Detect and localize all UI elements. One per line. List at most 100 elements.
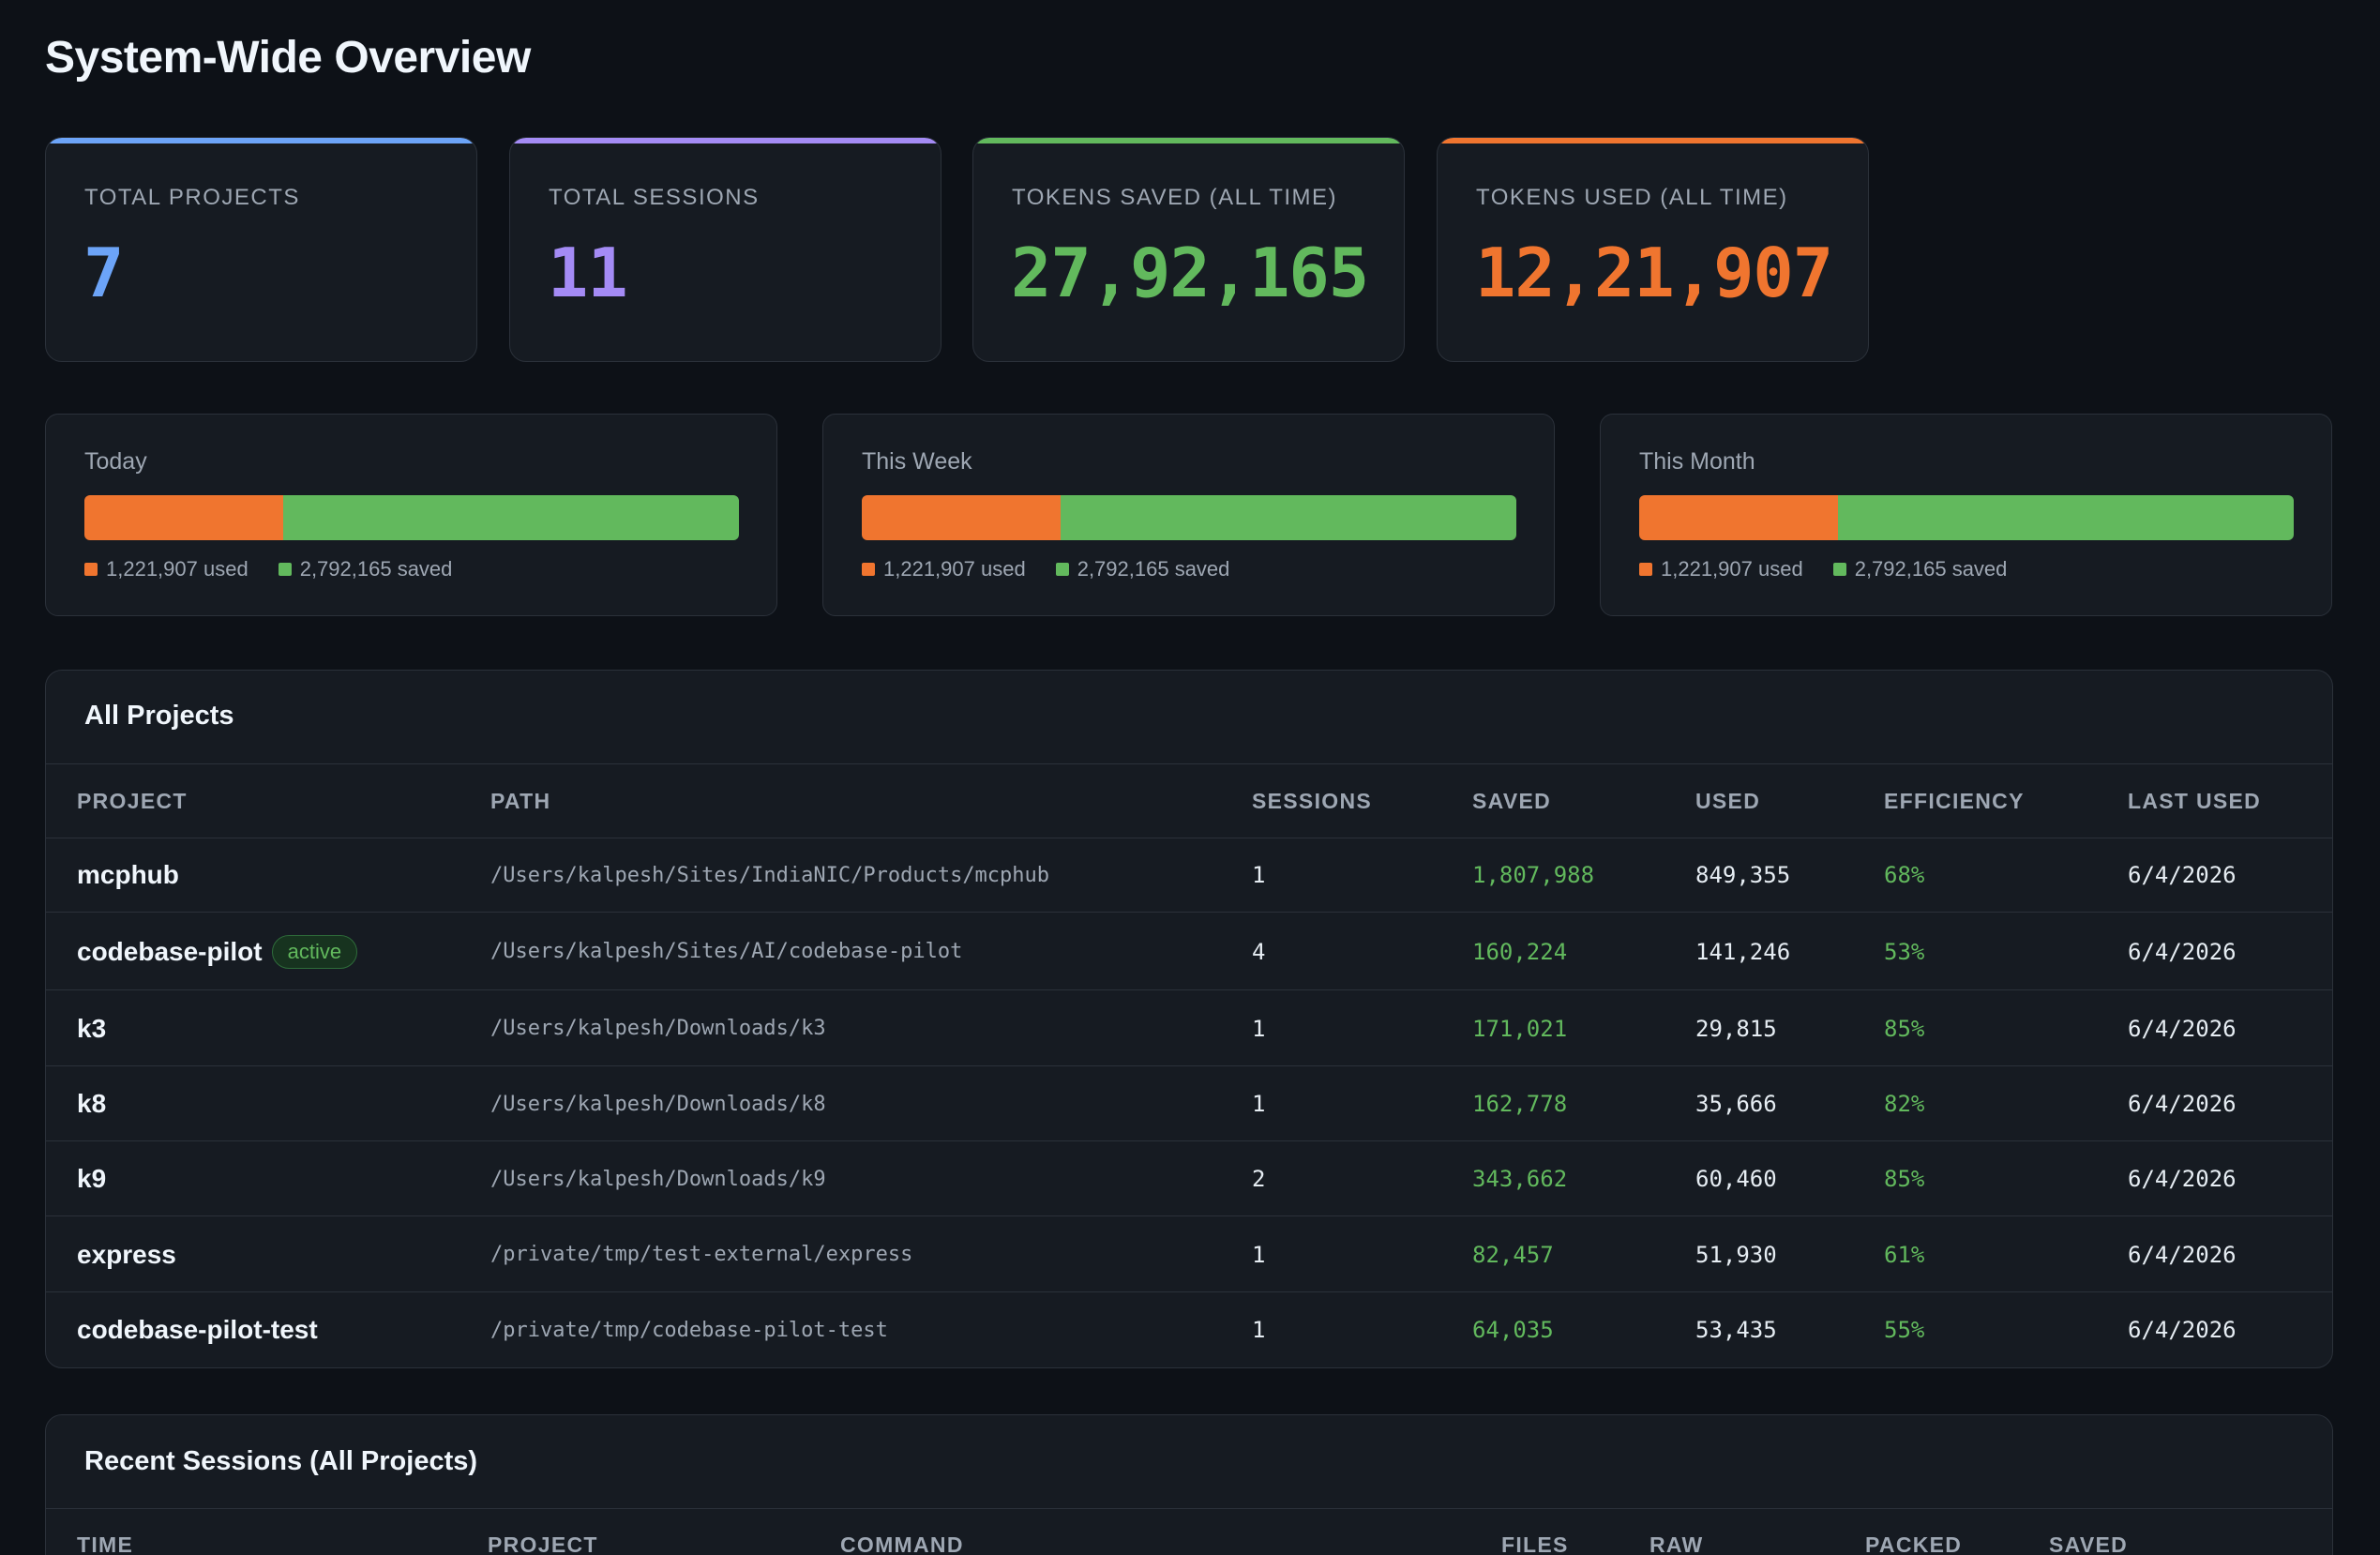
table-row[interactable]: mcphub/Users/kalpesh/Sites/IndiaNIC/Prod… [46, 838, 2332, 913]
legend-used-text: 1,221,907 used [1661, 557, 1803, 581]
usage-bar-used [84, 495, 284, 540]
project-sessions-text: 1 [1252, 1015, 1266, 1042]
project-sessions: 1 [1252, 1216, 1265, 1292]
row-divider [46, 1065, 2332, 1066]
table-row[interactable]: express/private/tmp/test-external/expres… [46, 1216, 2332, 1292]
project-efficiency: 82% [1884, 1066, 1924, 1141]
page-title: System-Wide Overview [45, 33, 531, 83]
table-row[interactable]: k3/Users/kalpesh/Downloads/k3 1 171,021 29,… [46, 990, 2332, 1066]
project-path-text: /private/tmp/codebase-pilot-test [490, 1318, 888, 1342]
row-divider [46, 1140, 2332, 1141]
project-saved-text: 82,457 [1472, 1241, 1554, 1268]
column-header[interactable]: SAVED [2049, 1532, 2129, 1555]
column-header[interactable]: PROJECT [488, 1532, 598, 1555]
column-header[interactable]: TIME [77, 1532, 134, 1555]
project-saved: 162,778 [1472, 1066, 1567, 1141]
project-sessions-text: 1 [1252, 1091, 1266, 1117]
project-used-text: 35,666 [1695, 1091, 1777, 1117]
project-efficiency: 85% [1884, 1141, 1924, 1216]
legend-saved: 2,792,165 saved [1832, 557, 2008, 581]
usage-bar-used [862, 495, 1062, 540]
project-saved-text: 1,807,988 [1472, 862, 1595, 888]
legend-used-swatch [84, 563, 98, 576]
column-header[interactable]: USED [1695, 789, 1761, 813]
project-used: 141,246 [1695, 913, 1790, 990]
project-path-text: /Users/kalpesh/Sites/AI/codebase-pilot [490, 940, 963, 963]
project-last-used: 6/4/2026 [2128, 1216, 2237, 1292]
project-saved: 1,807,988 [1472, 838, 1594, 913]
stat-label: TOTAL SESSIONS [549, 185, 760, 210]
column-header[interactable]: PROJECT [77, 789, 188, 813]
table-row[interactable]: k8/Users/kalpesh/Downloads/k8 1 162,778 35,… [46, 1066, 2332, 1141]
project-name-text: k9 [77, 1164, 107, 1193]
usage-bar [862, 495, 1516, 540]
column-header[interactable]: EFFICIENCY [1884, 789, 2025, 813]
project-efficiency: 61% [1884, 1216, 1924, 1292]
column-header[interactable]: PATH [490, 789, 551, 813]
project-name-text: codebase-pilot [77, 936, 263, 966]
project-sessions-text: 1 [1252, 1241, 1266, 1268]
project-efficiency-text: 82% [1884, 1091, 1925, 1117]
project-name: mcphub [77, 838, 179, 913]
project-saved-text: 162,778 [1472, 1091, 1568, 1117]
project-last-used-text: 6/4/2026 [2128, 1317, 2237, 1343]
project-saved-text: 160,224 [1472, 938, 1568, 965]
column-header[interactable]: COMMAND [840, 1532, 964, 1555]
project-used-text: 849,355 [1695, 862, 1791, 888]
project-last-used-text: 6/4/2026 [2128, 1166, 2237, 1192]
project-last-used: 6/4/2026 [2128, 913, 2237, 990]
stat-card-accent [973, 138, 1404, 143]
project-efficiency-text: 85% [1884, 1015, 1925, 1042]
status-badge: active [271, 934, 358, 969]
project-path-text: /Users/kalpesh/Sites/IndiaNIC/Products/m… [490, 863, 1050, 887]
column-header[interactable]: LAST USED [2128, 789, 2262, 813]
project-last-used-text: 6/4/2026 [2128, 862, 2237, 888]
table-row[interactable]: codebase-pilot-test/private/tmp/codebase… [46, 1292, 2332, 1367]
stat-card: TOKENS USED (ALL TIME) 12,21,907 [1437, 137, 1869, 362]
project-name: express [77, 1216, 176, 1292]
legend-saved-text: 2,792,165 saved [299, 557, 453, 581]
project-last-used: 6/4/2026 [2128, 1141, 2237, 1216]
stat-value: 27,92,165 [1011, 234, 1369, 312]
legend-saved-swatch [1832, 563, 1846, 576]
project-path: /Users/kalpesh/Downloads/k9 [490, 1141, 826, 1216]
project-name: k3 [77, 990, 106, 1066]
legend-used: 1,221,907 used [84, 557, 249, 581]
usage-legend: 1,221,907 used 2,792,165 saved [84, 557, 452, 581]
project-path: /Users/kalpesh/Downloads/k3 [490, 990, 826, 1066]
legend-saved-swatch [1055, 563, 1069, 576]
column-header[interactable]: FILES [1501, 1532, 1569, 1555]
column-header[interactable]: RAW [1649, 1532, 1704, 1555]
table-row[interactable]: k9/Users/kalpesh/Downloads/k9 2 343,662 60,… [46, 1141, 2332, 1216]
project-path: /private/tmp/codebase-pilot-test [490, 1292, 888, 1367]
legend-saved-swatch [278, 563, 292, 576]
stat-value: 7 [83, 234, 124, 312]
project-name-text: express [77, 1239, 176, 1269]
stat-value: 11 [548, 234, 628, 312]
row-divider [46, 1215, 2332, 1216]
project-path: /Users/kalpesh/Downloads/k8 [490, 1066, 826, 1141]
column-header[interactable]: SESSIONS [1252, 789, 1372, 813]
project-used: 29,815 [1695, 990, 1777, 1066]
recent-sessions-title: Recent Sessions (All Projects) [84, 1446, 478, 1476]
range-card: This Month 1,221,907 used 2,792,165 saved [1600, 414, 2332, 616]
project-sessions-text: 2 [1252, 1166, 1266, 1192]
legend-used-swatch [862, 563, 875, 576]
project-last-used: 6/4/2026 [2128, 1292, 2237, 1367]
divider [46, 1508, 2332, 1509]
column-header[interactable]: PACKED [1865, 1532, 1963, 1555]
project-saved: 160,224 [1472, 913, 1567, 990]
table-row[interactable]: codebase-pilot active/Users/kalpesh/Sites… [46, 913, 2332, 990]
project-efficiency: 85% [1884, 990, 1924, 1066]
divider [46, 763, 2332, 764]
project-efficiency-text: 61% [1884, 1241, 1925, 1268]
project-path-text: /Users/kalpesh/Downloads/k9 [490, 1167, 826, 1191]
stat-label: TOKENS USED (ALL TIME) [1476, 185, 1788, 210]
usage-bar [1639, 495, 2294, 540]
project-last-used-text: 6/4/2026 [2128, 938, 2237, 965]
project-name: codebase-pilot-test [77, 1292, 318, 1367]
column-header[interactable]: SAVED [1472, 789, 1552, 813]
project-used-text: 141,246 [1695, 938, 1791, 965]
legend-saved-text: 2,792,165 saved [1854, 557, 2008, 581]
